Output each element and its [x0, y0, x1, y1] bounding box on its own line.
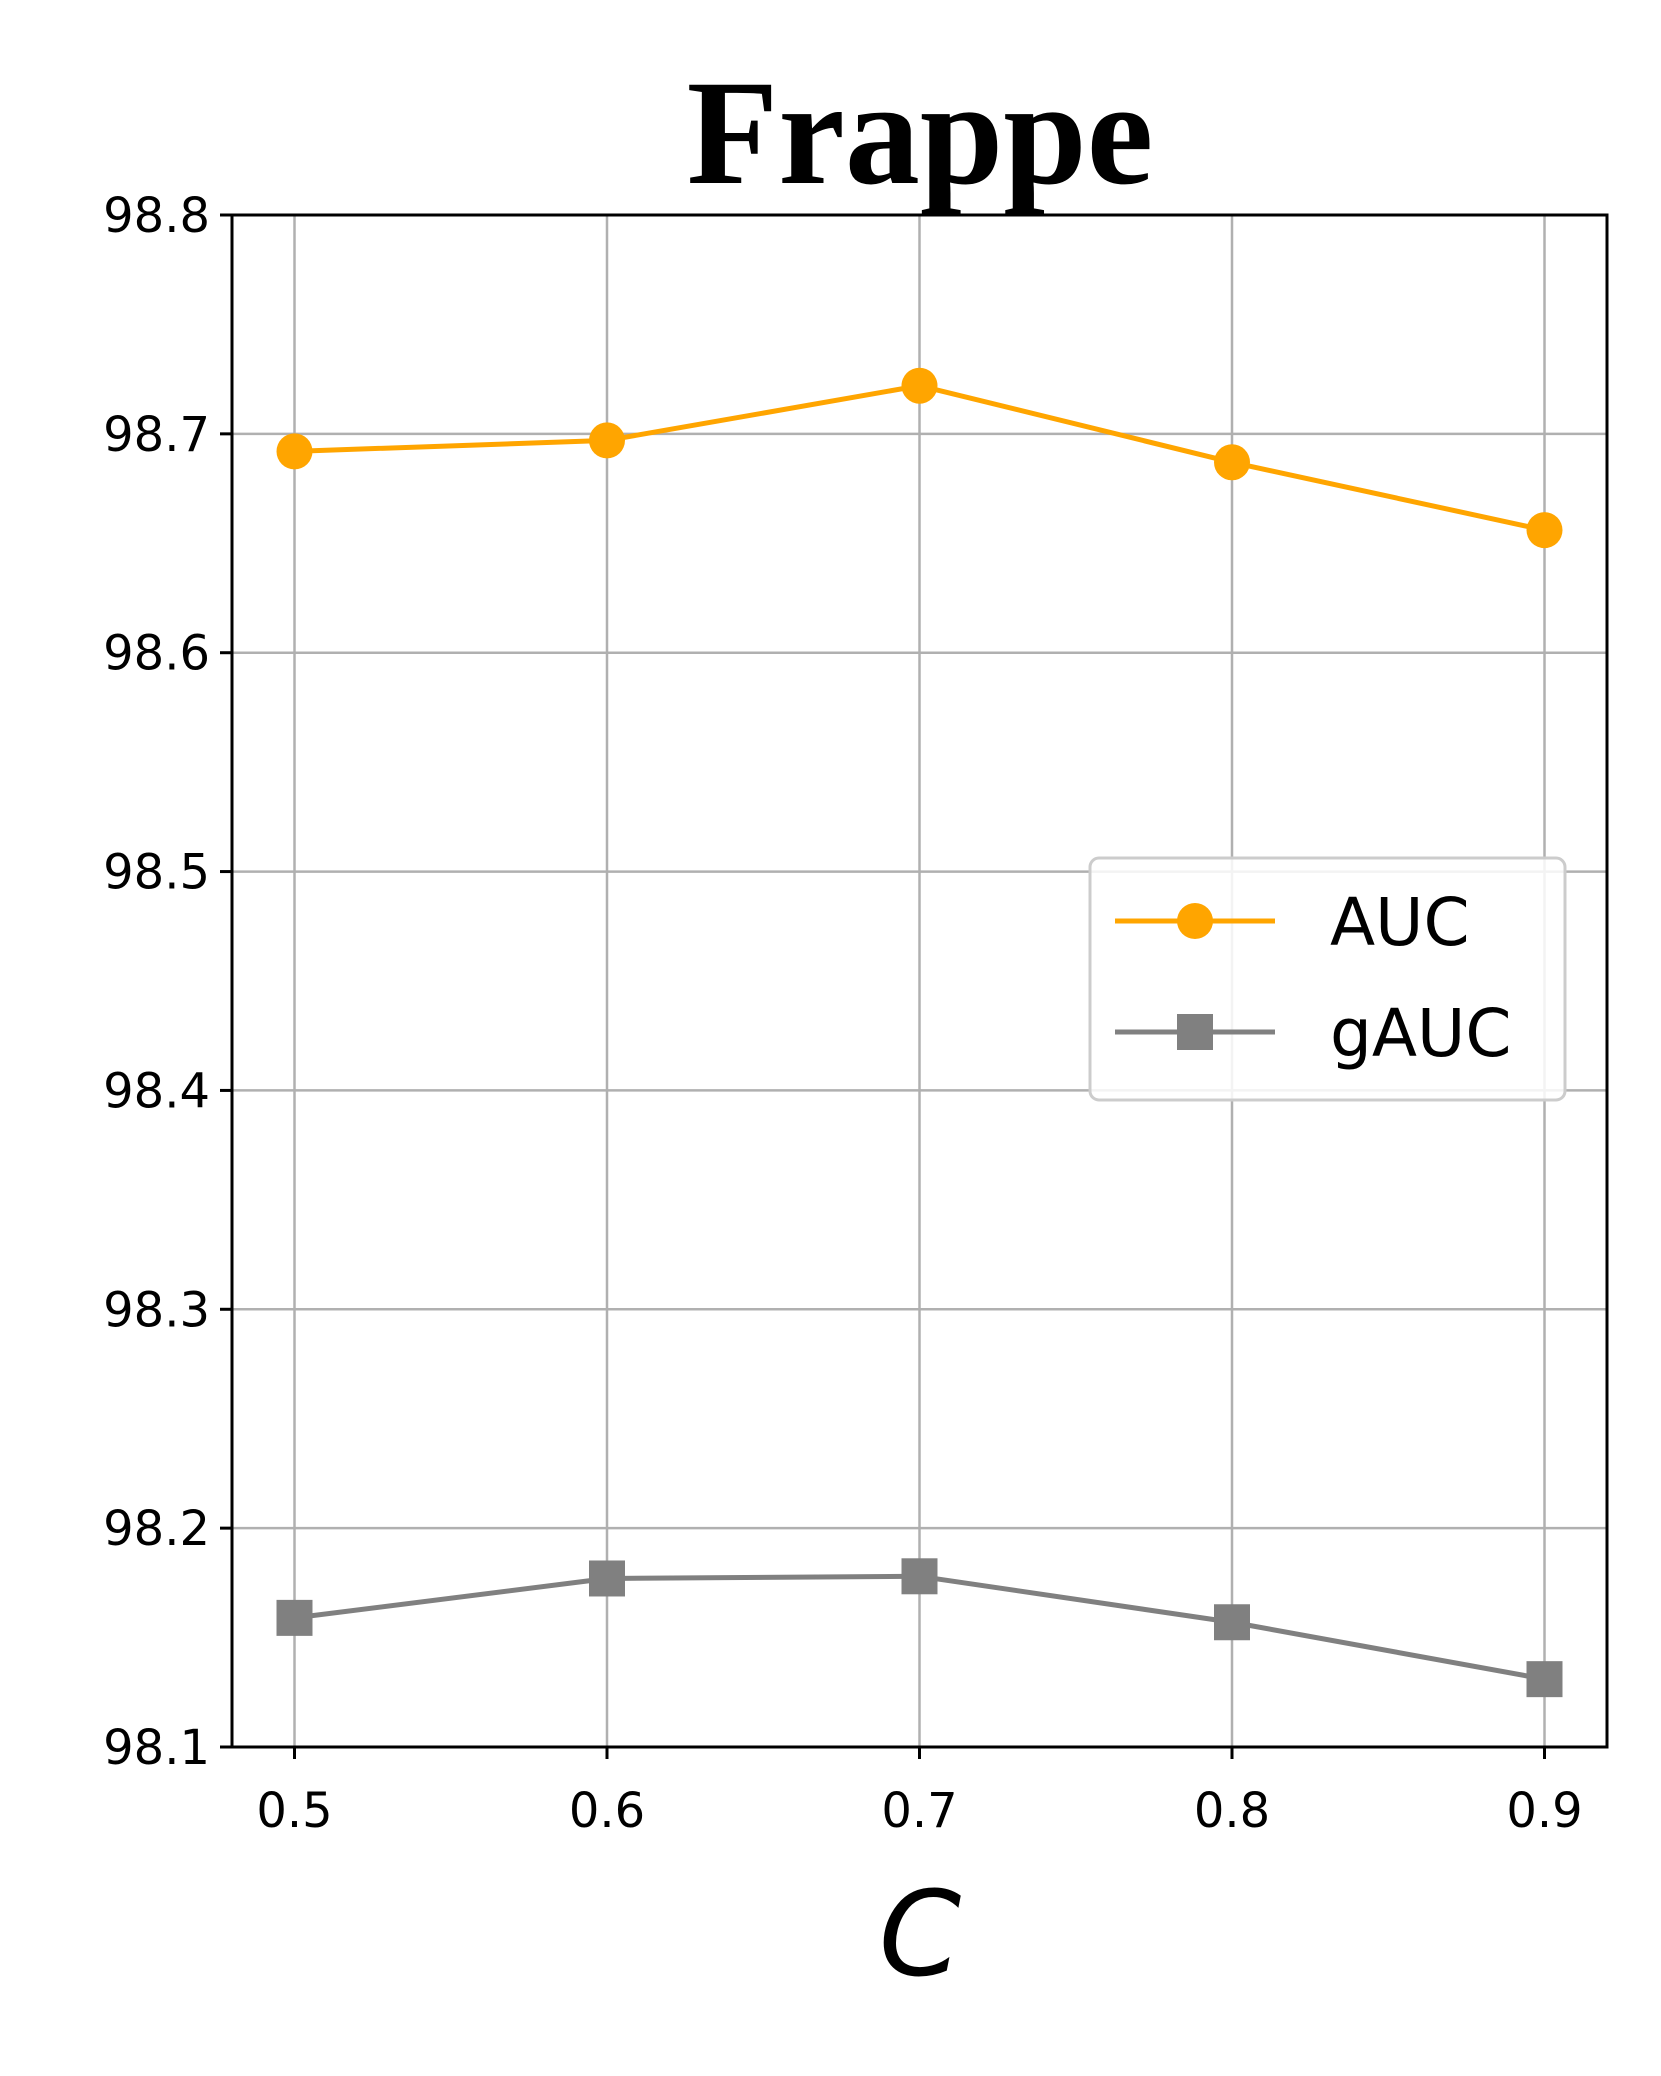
y-tick-label: 98.3: [103, 1282, 210, 1338]
legend-gauc-marker: [1177, 1014, 1213, 1050]
auc-point: [901, 367, 938, 404]
gauc-point: [589, 1560, 625, 1597]
auc-point: [1214, 444, 1250, 481]
gauc-point: [1214, 1604, 1250, 1641]
y-tick-label: 98.6: [103, 626, 210, 682]
legend-gauc-label: gAUC: [1330, 995, 1511, 1072]
y-tick-label: 98.1: [103, 1720, 210, 1776]
legend-auc-label: AUC: [1330, 884, 1470, 961]
x-tick-label: 0.6: [569, 1783, 645, 1839]
gauc-point: [276, 1599, 313, 1636]
auc-point: [589, 422, 625, 459]
x-tick-label: 0.7: [881, 1783, 957, 1839]
legend-auc-marker: [1177, 903, 1213, 939]
gauc-point: [1526, 1661, 1563, 1698]
gauc-point: [901, 1558, 938, 1595]
plot-series: [276, 367, 1563, 1698]
y-tick-label: 98.2: [103, 1501, 210, 1557]
x-tick-label: 0.5: [256, 1783, 332, 1839]
y-tick-label: 98.5: [103, 845, 210, 901]
chart-title: Frappe: [687, 50, 1154, 216]
y-tick-label: 98.4: [103, 1063, 210, 1119]
x-axis-label: C: [879, 1865, 961, 2003]
x-tick-label: 0.9: [1506, 1783, 1582, 1839]
auc-point: [1526, 512, 1563, 549]
y-tick-label: 98.7: [103, 407, 210, 463]
auc-point: [276, 433, 313, 470]
x-tick-label: 0.8: [1194, 1783, 1270, 1839]
y-tick-label: 98.8: [103, 188, 210, 244]
axis-ticks: 0.5 0.6 0.7 0.8 0.9 98.1 98.2 98.3 98.4 98.5 98.6 9…: [103, 188, 1583, 1839]
legend: AUC gAUC: [1088, 856, 1567, 1102]
